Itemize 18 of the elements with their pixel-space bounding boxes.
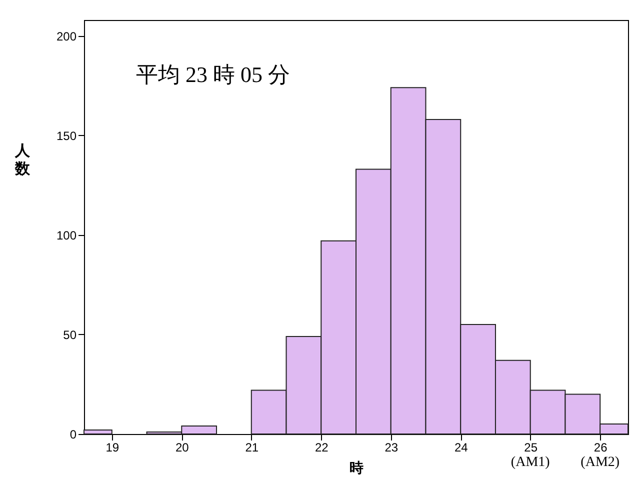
x-tick-label: 25 xyxy=(524,440,538,454)
y-tick-label: 100 xyxy=(56,228,77,242)
annotation: 平均 23 時 05 分 xyxy=(136,62,290,87)
y-tick-label: 50 xyxy=(63,328,77,342)
x-tick-label: 21 xyxy=(245,440,259,454)
y-tick-label: 150 xyxy=(56,128,77,143)
x-tick-label: 19 xyxy=(106,440,120,454)
text: (AM2) xyxy=(580,455,620,470)
x-axis-title: 時 xyxy=(350,460,364,476)
y-tick-label: 200 xyxy=(56,29,77,44)
text: (AM1) xyxy=(510,455,550,470)
x-tick-label: 22 xyxy=(314,440,329,454)
x-tick-label: 24 xyxy=(454,440,468,454)
x-tick-label: 26 xyxy=(594,440,608,454)
x-tick-label: 20 xyxy=(175,440,190,454)
y-axis-title: 人数 xyxy=(14,142,31,178)
x-tick-label: 23 xyxy=(384,440,398,454)
y-tick-label: 0 xyxy=(70,428,77,442)
